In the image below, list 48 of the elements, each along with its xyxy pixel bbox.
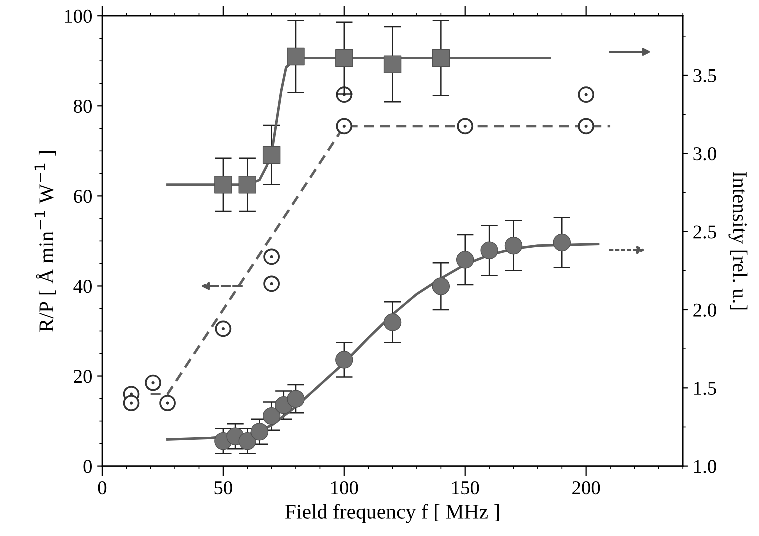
point — [287, 48, 305, 66]
point — [336, 49, 354, 68]
y-tick-label: 40 — [74, 280, 92, 294]
y2-tick-label: 3.5 — [694, 69, 716, 83]
point — [145, 374, 162, 392]
y2-tick-label: 2.0 — [694, 304, 716, 318]
point — [160, 395, 176, 412]
point — [432, 49, 450, 68]
y-tick-label: 20 — [74, 370, 92, 384]
y-tick-label: 80 — [74, 100, 92, 114]
point — [262, 407, 281, 426]
y2-tick-label: 3.0 — [694, 147, 716, 161]
point — [578, 118, 595, 135]
x-tick-label: 200 — [572, 481, 600, 495]
point — [504, 237, 523, 255]
y2-tick-label: 2.5 — [694, 226, 716, 239]
point — [336, 118, 353, 135]
x-tick-label: 0 — [98, 481, 107, 495]
point — [250, 423, 269, 441]
point — [432, 278, 450, 296]
point — [457, 118, 474, 135]
x-tick-label: 150 — [452, 481, 480, 495]
point — [553, 234, 571, 252]
point — [123, 395, 140, 412]
point — [384, 314, 402, 332]
point — [215, 320, 232, 338]
y2-tick-label: 1.5 — [694, 382, 716, 396]
point — [578, 86, 595, 104]
y-tick-label: 100 — [65, 10, 92, 24]
y-tick-label: 60 — [74, 190, 92, 204]
point — [264, 276, 280, 292]
point — [384, 56, 402, 74]
y-axis-title: R/P [ Å min$^{−1}$ W$^{−1}$ ] — [34, 151, 56, 332]
point — [456, 251, 474, 269]
y2-tick-label: 1.0 — [694, 460, 716, 474]
x-tick-label: 100 — [332, 481, 358, 495]
point — [336, 351, 354, 369]
x-axis-title: Field frequency f [ MHz ] — [285, 504, 500, 524]
point — [287, 390, 305, 408]
point — [480, 242, 498, 260]
point — [262, 146, 281, 164]
point — [238, 176, 256, 194]
x-tick-label: 50 — [214, 481, 232, 495]
point — [264, 248, 280, 266]
point — [238, 432, 256, 450]
point — [214, 176, 232, 194]
y2-axis-title: Intensity [rel. u.] — [728, 172, 748, 310]
y-tick-label: 0 — [84, 460, 92, 474]
